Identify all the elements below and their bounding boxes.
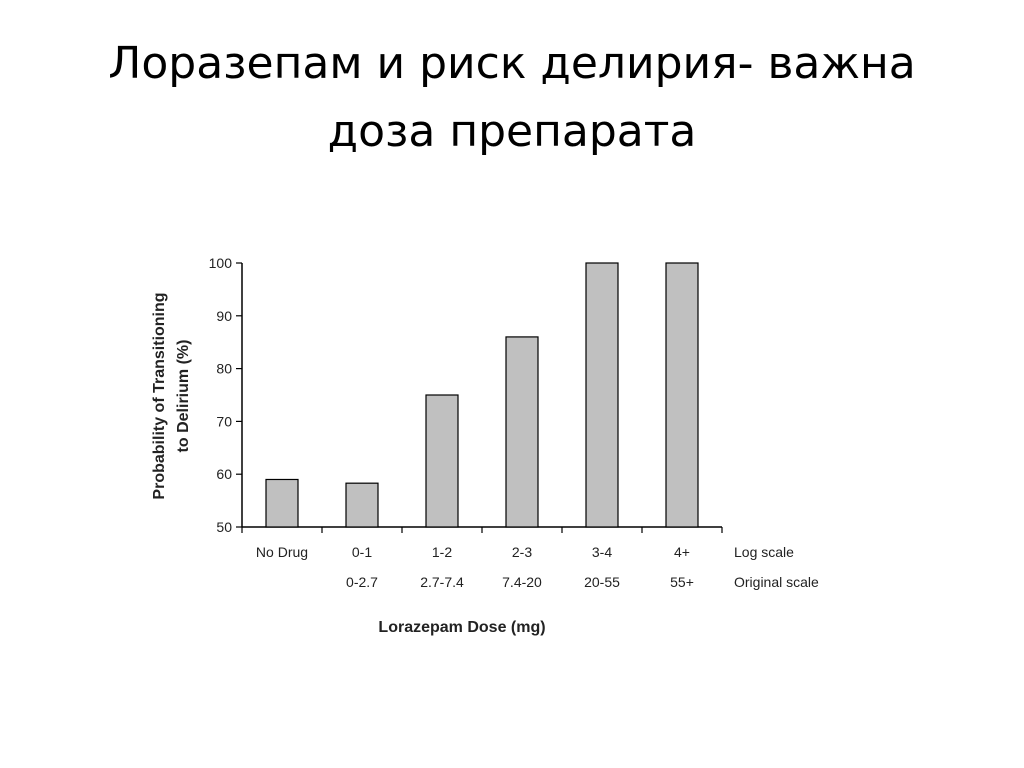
x-axis-title: Lorazepam Dose (mg) [378, 619, 545, 636]
y-axis-title-line-2: to Delirium (%) [175, 340, 192, 453]
y-tick-label: 70 [216, 413, 232, 429]
y-tick-label: 60 [216, 466, 232, 482]
x-tick-label-original-scale: 0-2.7 [346, 574, 378, 590]
slide-title-line-2: доза препарата [327, 106, 697, 157]
x-tick-label: 2-3 [512, 544, 532, 560]
x-tick-label-original-scale: 55+ [670, 574, 694, 590]
chart-marks: 50 60 70 80 90 100 No Drug 0-1 0-2.7 1-2 2.7-7.4 2-… [209, 255, 723, 590]
y-axis-title-line-1: Probability of Transitioning [151, 292, 168, 499]
bar [425, 394, 459, 528]
slide-title-line-1: Лоразепам и риск делирия- важна [108, 38, 916, 89]
y-axis-title: Probability of Transitioning to Delirium… [151, 292, 192, 499]
x-tick-label: 1-2 [432, 544, 452, 560]
row-label-original-scale: Original scale [734, 574, 819, 590]
bar [505, 336, 539, 528]
x-tick-label-original-scale: 2.7-7.4 [420, 574, 464, 590]
slide-title: Лоразепам и риск делирия- важна доза пре… [0, 30, 1024, 166]
y-tick-label: 80 [216, 361, 232, 377]
x-tick-label-original-scale: 20-55 [584, 574, 620, 590]
x-tick-label: 3-4 [592, 544, 612, 560]
y-tick-label: 50 [216, 519, 232, 535]
bar [265, 478, 299, 528]
bar [665, 262, 699, 528]
y-tick-label: 90 [216, 308, 232, 324]
x-tick-label: No Drug [256, 544, 308, 560]
y-tick-label: 100 [209, 255, 233, 271]
x-tick-label: 0-1 [352, 544, 372, 560]
bar [585, 262, 619, 528]
x-tick-label-original-scale: 7.4-20 [502, 574, 542, 590]
x-tick-label: 4+ [674, 544, 690, 560]
row-label-log-scale: Log scale [734, 544, 794, 560]
bar [345, 482, 379, 528]
